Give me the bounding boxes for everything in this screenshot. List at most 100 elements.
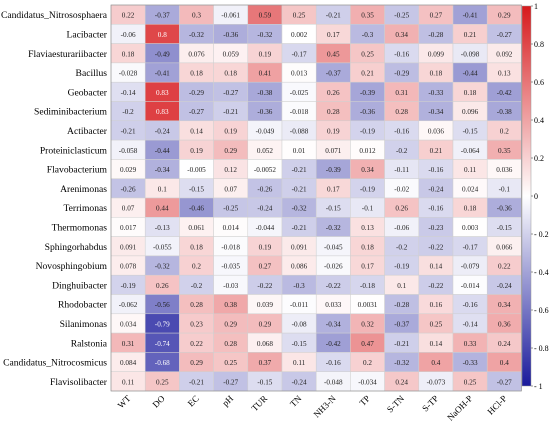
cell-value-label: 0.83	[156, 108, 169, 116]
cell-value-label: 0.18	[464, 89, 477, 97]
cell-value-label: 0.18	[122, 50, 135, 58]
cell-value-label: 0.092	[496, 50, 513, 58]
cell-value-label: 0.18	[464, 205, 477, 213]
cell-value-label: 0.1	[158, 185, 167, 193]
cell-value-label: -0.32	[257, 31, 272, 39]
cell-value-label: 0.11	[122, 378, 135, 386]
row-label: Flavobacterium	[47, 165, 108, 176]
cell-value-label: 0.18	[430, 70, 443, 78]
cell-value-label: -0.42	[326, 340, 341, 348]
cell-value-label: -0.11	[394, 166, 409, 174]
cell-value-label: -0.27	[497, 31, 512, 39]
cell-value-label: -0.16	[428, 205, 443, 213]
cell-value-label: 0.29	[224, 147, 237, 155]
row-label: Bacillus	[76, 68, 108, 79]
cell-value-label: -0.044	[256, 224, 275, 232]
cell-value-label: -0.36	[360, 108, 375, 116]
row-label: Actibacter	[67, 126, 108, 137]
cell-value-label: 0.19	[224, 127, 237, 135]
cell-value-label: -0.15	[326, 205, 341, 213]
cell-value-label: -0.14	[121, 89, 136, 97]
cell-value-label: 0.029	[120, 166, 137, 174]
row-label: Arenimonas	[60, 184, 107, 195]
cell-value-label: 0.036	[428, 127, 445, 135]
cell-value-label: -0.32	[394, 359, 409, 367]
cell-value-label: -0.34	[326, 320, 341, 328]
cell-value-label: -0.15	[497, 224, 512, 232]
cell-value-label: -0.06	[121, 31, 136, 39]
cell-value-label: -0.17	[463, 243, 478, 251]
cell-value-label: 0.22	[190, 340, 203, 348]
cell-value-label: 0.29	[498, 12, 511, 20]
cell-value-label: -0.22	[257, 282, 272, 290]
cell-value-label: -0.21	[326, 12, 341, 20]
cell-value-label: 0.01	[293, 147, 306, 155]
cell-value-label: 0.19	[259, 50, 272, 58]
row-label: Flaviaesturariibacter	[28, 49, 108, 60]
colorbar-gradient	[521, 5, 532, 387]
cell-value-label: -0.16	[428, 166, 443, 174]
cell-value-label: -0.34	[155, 166, 170, 174]
cell-value-label: -0.74	[155, 340, 170, 348]
cell-value-label: -0.13	[155, 224, 170, 232]
cell-value-label: 0.002	[291, 31, 308, 39]
cell-value-label: 0.039	[257, 301, 274, 309]
cell-value-label: 0.014	[223, 224, 240, 232]
cell-value-label: -0.41	[155, 70, 170, 78]
cell-value-label: -0.19	[394, 263, 409, 271]
cell-value-label: -0.21	[292, 185, 307, 193]
cell-value-label: -0.098	[461, 50, 480, 58]
column-label: pH	[220, 393, 235, 408]
cell-value-label: -0.27	[223, 89, 238, 97]
cell-value-label: 0.29	[190, 359, 203, 367]
cell-value-label: 0.11	[464, 166, 477, 174]
cell-value-label: -0.2	[122, 108, 134, 116]
cell-value-label: -0.29	[189, 89, 204, 97]
column-label: WT	[116, 393, 133, 410]
cell-value-label: 0.25	[464, 378, 477, 386]
cell-value-label: 0.17	[327, 31, 340, 39]
cell-value-label: 0.26	[395, 205, 408, 213]
cell-value-label: -0.061	[221, 12, 240, 20]
cell-value-label: 0.26	[327, 89, 340, 97]
cell-value-label: 0.052	[257, 147, 274, 155]
row-label: Dinghuibacter	[52, 280, 108, 291]
row-label: Lacibacter	[67, 29, 108, 40]
cell-value-label: -0.41	[463, 12, 478, 20]
cell-value-label: -0.14	[463, 320, 478, 328]
cell-value-label: 0.29	[224, 320, 237, 328]
cell-value-label: -0.16	[394, 50, 409, 58]
cell-value-label: 0.25	[156, 378, 169, 386]
cell-value-label: -0.38	[257, 89, 272, 97]
cell-value-label: 0.37	[259, 359, 272, 367]
cell-value-label: -0.034	[358, 378, 377, 386]
column-label: NaOH-P	[445, 393, 474, 422]
colorbar-tick-label: 0	[534, 192, 538, 201]
cell-value-label: -0.26	[257, 185, 272, 193]
cell-value-label: 0.096	[462, 108, 479, 116]
cell-value-label: -0.39	[326, 166, 341, 174]
cell-value-label: -0.035	[221, 263, 240, 271]
cell-value-label: 0.25	[430, 320, 443, 328]
cell-value-label: -0.37	[155, 12, 170, 20]
cell-value-label: -0.055	[153, 243, 172, 251]
row-label: Novosphingobium	[36, 261, 108, 272]
cell-value-label: -0.37	[326, 70, 341, 78]
cell-value-label: 0.13	[498, 70, 511, 78]
cell-value-label: 0.45	[327, 50, 340, 58]
cell-value-label: 0.068	[257, 340, 274, 348]
cell-value-label: -0.37	[394, 320, 409, 328]
cell-value-label: -0.03	[223, 282, 238, 290]
cell-value-label: -0.23	[428, 224, 443, 232]
row-label: Silanimonas	[60, 319, 108, 330]
colorbar-tick-label: 0.6	[534, 78, 544, 87]
cell-value-label: -0.3	[293, 282, 305, 290]
cell-value-label: -0.44	[463, 70, 478, 78]
cell-value-label: 0.19	[259, 243, 272, 251]
cell-value-label: -0.25	[223, 205, 238, 213]
cell-value-label: 0.034	[120, 320, 137, 328]
cell-value-label: -0.26	[121, 185, 136, 193]
cell-value-label: 0.024	[462, 185, 479, 193]
cell-value-label: 0.099	[428, 50, 445, 58]
